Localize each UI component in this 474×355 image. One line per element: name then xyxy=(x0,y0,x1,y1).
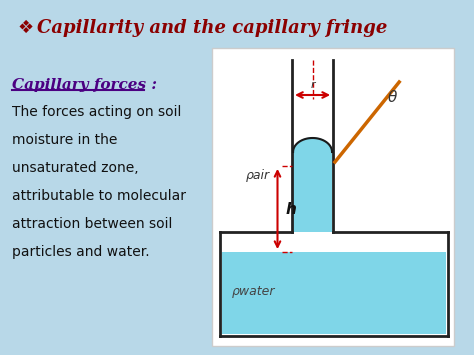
Text: attributable to molecular: attributable to molecular xyxy=(12,189,186,203)
Polygon shape xyxy=(293,138,332,152)
Text: The forces acting on soil: The forces acting on soil xyxy=(12,105,181,119)
Bar xyxy=(222,252,446,334)
Text: ρair: ρair xyxy=(246,169,270,181)
Text: Capillarity and the capillary fringe: Capillarity and the capillary fringe xyxy=(37,19,387,37)
Text: Capillary forces :: Capillary forces : xyxy=(12,78,157,92)
Bar xyxy=(293,152,332,232)
Text: unsaturated zone,: unsaturated zone, xyxy=(12,161,138,175)
Text: θ: θ xyxy=(388,90,397,105)
Text: attraction between soil: attraction between soil xyxy=(12,217,172,231)
Text: r: r xyxy=(310,80,315,90)
Text: particles and water.: particles and water. xyxy=(12,245,149,259)
Text: h: h xyxy=(285,202,296,217)
Text: moisture in the: moisture in the xyxy=(12,133,117,147)
Text: ❖: ❖ xyxy=(18,19,34,37)
Text: ρwater: ρwater xyxy=(231,285,275,299)
Bar xyxy=(212,48,454,346)
